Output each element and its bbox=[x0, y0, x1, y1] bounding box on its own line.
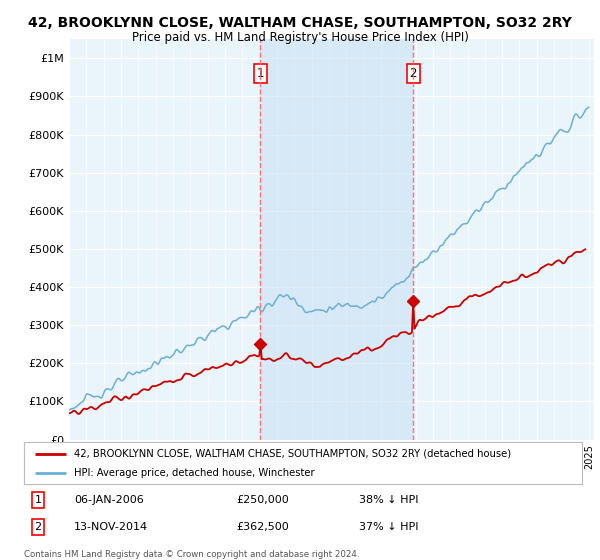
Text: 42, BROOKLYNN CLOSE, WALTHAM CHASE, SOUTHAMPTON, SO32 2RY: 42, BROOKLYNN CLOSE, WALTHAM CHASE, SOUT… bbox=[28, 16, 572, 30]
Text: 37% ↓ HPI: 37% ↓ HPI bbox=[359, 522, 418, 532]
Text: 1: 1 bbox=[34, 495, 41, 505]
Text: 06-JAN-2006: 06-JAN-2006 bbox=[74, 495, 144, 505]
Text: £362,500: £362,500 bbox=[236, 522, 289, 532]
Bar bbox=[260, 39, 413, 440]
Text: £250,000: £250,000 bbox=[236, 495, 289, 505]
Text: Price paid vs. HM Land Registry's House Price Index (HPI): Price paid vs. HM Land Registry's House … bbox=[131, 31, 469, 44]
Text: 1: 1 bbox=[257, 67, 264, 80]
Text: 42, BROOKLYNN CLOSE, WALTHAM CHASE, SOUTHAMPTON, SO32 2RY (detached house): 42, BROOKLYNN CLOSE, WALTHAM CHASE, SOUT… bbox=[74, 449, 511, 459]
Text: Contains HM Land Registry data © Crown copyright and database right 2024.
This d: Contains HM Land Registry data © Crown c… bbox=[24, 550, 359, 560]
Text: 2: 2 bbox=[34, 522, 41, 532]
Text: 2: 2 bbox=[410, 67, 417, 80]
Text: 38% ↓ HPI: 38% ↓ HPI bbox=[359, 495, 418, 505]
Text: HPI: Average price, detached house, Winchester: HPI: Average price, detached house, Winc… bbox=[74, 468, 315, 478]
Text: 13-NOV-2014: 13-NOV-2014 bbox=[74, 522, 148, 532]
